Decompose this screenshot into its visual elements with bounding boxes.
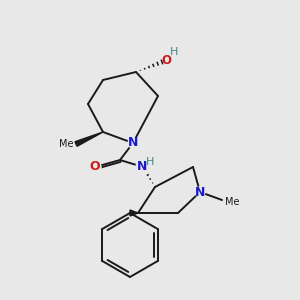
Polygon shape <box>75 132 103 146</box>
Polygon shape <box>130 210 138 216</box>
Text: O: O <box>161 53 171 67</box>
Text: N: N <box>128 136 138 149</box>
Circle shape <box>136 160 150 174</box>
Text: N: N <box>195 185 205 199</box>
Circle shape <box>128 138 138 148</box>
Text: Me: Me <box>58 139 73 149</box>
Text: H: H <box>170 47 178 57</box>
Text: H: H <box>146 157 154 167</box>
Text: Me: Me <box>225 197 239 207</box>
Circle shape <box>89 161 101 173</box>
Text: O: O <box>90 160 100 173</box>
Circle shape <box>195 187 205 197</box>
Text: N: N <box>137 160 147 173</box>
